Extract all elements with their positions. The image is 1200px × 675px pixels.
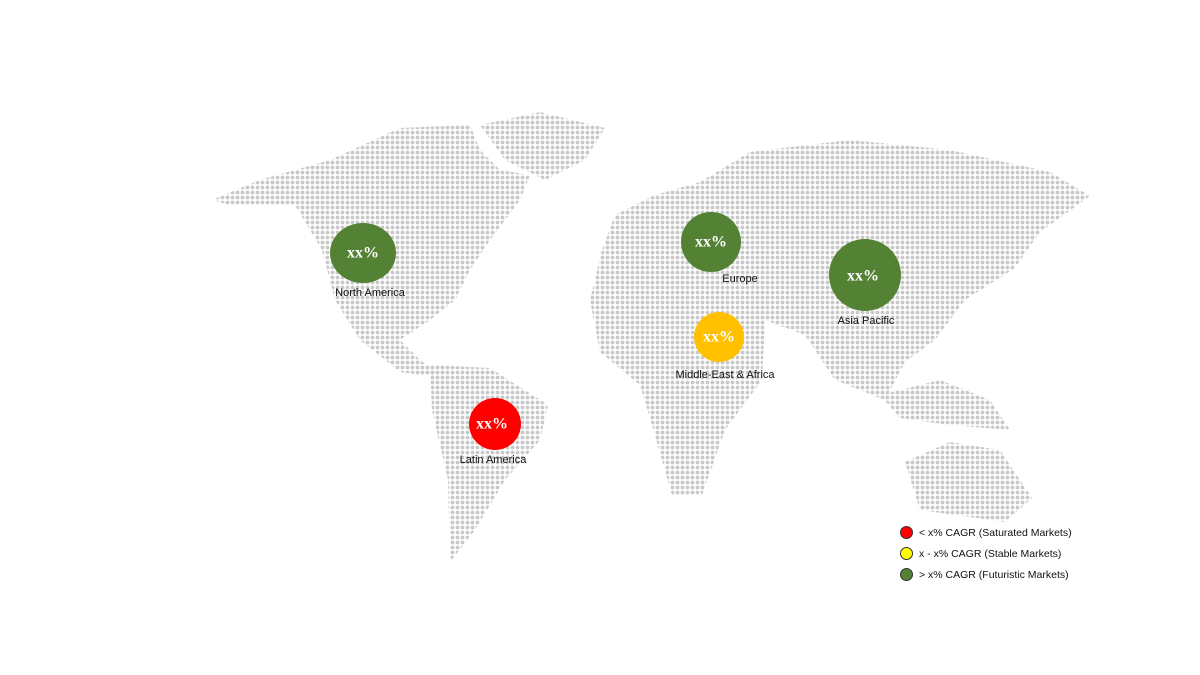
region-label: Europe — [722, 273, 757, 285]
red-circle-icon — [900, 526, 913, 539]
bubble-value: xx% — [347, 245, 379, 262]
legend-item-stable: x - x% CAGR (Stable Markets) — [900, 543, 1072, 564]
legend-item-saturated: < x% CAGR (Saturated Markets) — [900, 522, 1072, 543]
bubble-asia-pacific[interactable]: xx% Asia Pacific — [829, 239, 901, 327]
bubble-europe[interactable]: xx% Europe — [681, 212, 758, 285]
bubble-value: xx% — [847, 268, 879, 285]
legend-label: x - x% CAGR (Stable Markets) — [919, 547, 1062, 560]
continents — [212, 112, 1090, 562]
yellow-circle-icon — [900, 547, 913, 560]
bubble-value: xx% — [476, 416, 508, 433]
region-bubbles: xx% North America xx% Europe xx% Asia Pa… — [330, 212, 901, 466]
bubble-middle-east-africa[interactable]: xx% Middle-East & Africa — [675, 312, 775, 381]
bubble-value: xx% — [703, 329, 735, 346]
region-label: Middle-East & Africa — [675, 369, 775, 381]
bubble-latin-america[interactable]: xx% Latin America — [460, 398, 528, 466]
bubble-value: xx% — [695, 234, 727, 251]
bubble-north-america[interactable]: xx% North America — [330, 223, 406, 299]
region-label: Latin America — [460, 454, 528, 466]
legend: < x% CAGR (Saturated Markets) x - x% CAG… — [900, 522, 1072, 585]
legend-label: > x% CAGR (Futuristic Markets) — [919, 568, 1069, 581]
southeast-asia-landmass — [880, 380, 1010, 430]
australia-landmass — [905, 442, 1032, 522]
green-circle-icon — [900, 568, 913, 581]
greenland-landmass — [480, 112, 605, 180]
legend-label: < x% CAGR (Saturated Markets) — [919, 526, 1072, 539]
legend-item-futuristic: > x% CAGR (Futuristic Markets) — [900, 564, 1072, 585]
region-label: Asia Pacific — [838, 315, 895, 327]
region-label: North America — [335, 287, 406, 299]
